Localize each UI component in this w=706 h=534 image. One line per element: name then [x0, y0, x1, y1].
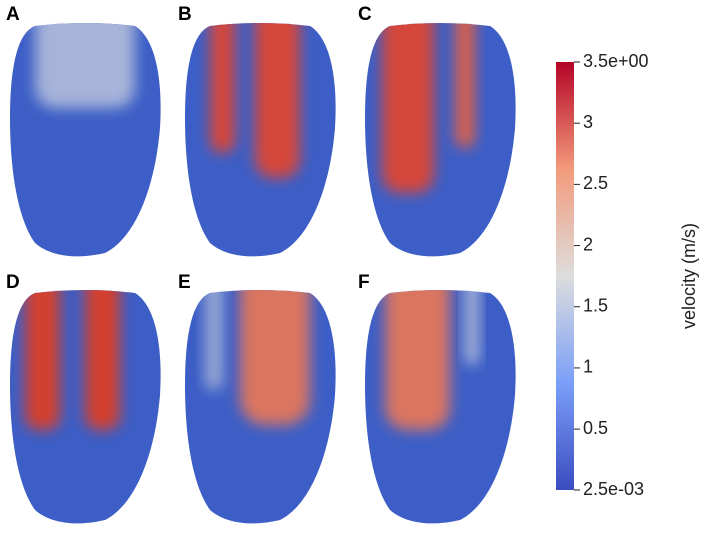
panel-label: A — [6, 4, 20, 25]
tick-label: 3 — [583, 112, 593, 132]
panel-f — [365, 290, 516, 524]
panel-d — [10, 290, 161, 524]
panel-label: C — [358, 4, 372, 25]
colorbar-title: velocity (m/s) — [679, 223, 699, 329]
panel-label: D — [6, 272, 20, 293]
panel-b — [185, 23, 336, 257]
tick-label: 2 — [583, 234, 593, 254]
tick-label: 1 — [583, 357, 593, 377]
panel-label: B — [178, 4, 192, 25]
colorbar — [556, 62, 574, 490]
tick-label: 2.5 — [583, 173, 608, 193]
tick-label: 1.5 — [583, 295, 608, 315]
colorbar-ticks: 3.5e+00 3 2.5 2 1.5 1 0.5 2.5e-03 — [574, 51, 649, 499]
tick-label: 3.5e+00 — [583, 51, 649, 71]
panel-c — [365, 23, 516, 257]
panel-label: F — [358, 272, 370, 293]
panel-label: E — [178, 272, 191, 293]
panel-a — [10, 23, 161, 257]
tick-label: 2.5e-03 — [583, 479, 644, 499]
tick-label: 0.5 — [583, 418, 608, 438]
panel-e — [185, 290, 336, 524]
